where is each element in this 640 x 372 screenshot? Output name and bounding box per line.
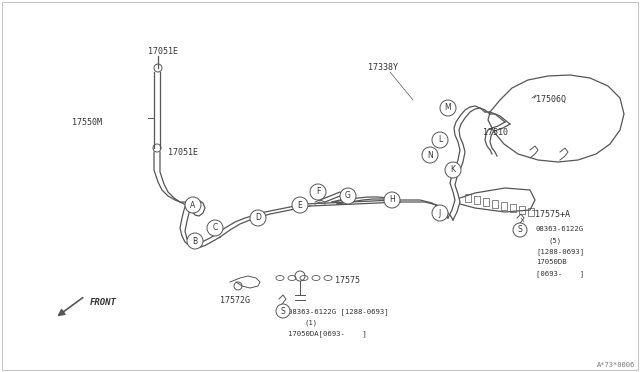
Text: J: J [439,208,441,218]
Text: C: C [212,224,218,232]
Circle shape [276,304,290,318]
Bar [474,196,480,204]
Circle shape [340,188,356,204]
Circle shape [250,210,266,226]
Circle shape [440,100,456,116]
Text: 17510: 17510 [483,128,508,137]
Circle shape [422,147,438,163]
Bar [483,198,489,206]
Text: 17550M: 17550M [72,118,102,127]
Text: 17050DA[0693-    ]: 17050DA[0693- ] [288,330,367,337]
Text: L: L [438,135,442,144]
Bar [492,200,498,208]
Circle shape [384,192,400,208]
Text: S: S [518,225,522,234]
Text: 17051E: 17051E [168,148,198,157]
Text: FRONT: FRONT [90,298,117,307]
Bar [465,194,471,202]
Text: 17506Q: 17506Q [536,95,566,104]
Text: 17338Y: 17338Y [368,63,398,72]
Text: [0693-    ]: [0693- ] [536,270,584,277]
Text: [1288-0693]: [1288-0693] [536,248,584,255]
Text: K: K [451,166,456,174]
Text: 17572G: 17572G [220,296,250,305]
Text: B: B [193,237,198,246]
Text: A*73*0006: A*73*0006 [596,362,635,368]
Text: 17575+A: 17575+A [535,210,570,219]
Circle shape [445,162,461,178]
Bar [519,206,525,214]
Text: S: S [280,307,285,315]
Text: 17050DB: 17050DB [536,259,566,265]
Circle shape [310,184,326,200]
Bar [510,204,516,212]
Text: F: F [316,187,320,196]
Circle shape [207,220,223,236]
Text: (5): (5) [548,237,561,244]
Text: G: G [345,192,351,201]
Circle shape [185,197,201,213]
Circle shape [432,205,448,221]
Text: M: M [445,103,451,112]
Text: 17575: 17575 [335,276,360,285]
Text: A: A [190,201,196,209]
Text: E: E [298,201,302,209]
Circle shape [432,132,448,148]
Bar [528,208,534,216]
Text: D: D [255,214,261,222]
Text: (1): (1) [305,319,318,326]
Text: H: H [389,196,395,205]
Bar [501,202,507,210]
Text: N: N [427,151,433,160]
Circle shape [292,197,308,213]
Text: 08363-6122G [1288-0693]: 08363-6122G [1288-0693] [288,308,388,315]
Text: 17051E: 17051E [148,47,178,56]
Text: 08363-6122G: 08363-6122G [536,226,584,232]
Circle shape [513,223,527,237]
Circle shape [187,233,203,249]
